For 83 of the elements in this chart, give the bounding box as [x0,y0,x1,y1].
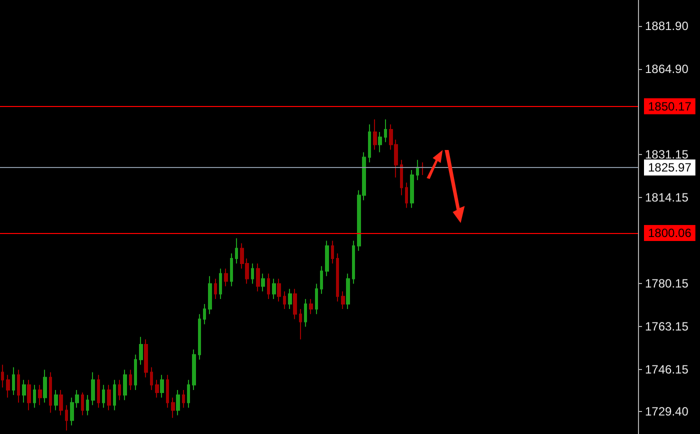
candlestick [203,304,206,325]
candlestick [283,290,286,310]
candlestick [304,298,307,328]
candlestick [230,252,233,287]
candlestick [150,366,153,390]
y-tick-label: 1881.90 [645,19,689,34]
candlestick [272,278,276,300]
candlestick [12,366,15,396]
candlestick [155,379,159,398]
candlestick [171,397,175,418]
candlestick [410,169,414,208]
candlestick [17,369,20,404]
candlestick [1,364,4,388]
candlestick [299,308,302,340]
candlestick [384,118,387,143]
candlestick [219,268,222,300]
candlestick [309,298,313,315]
y-tick-label: 1780.15 [645,276,689,290]
candlestick [33,384,36,408]
candlestick [368,124,371,163]
candlestick [373,118,377,150]
candlestick [336,252,339,302]
ref-line-label: 1825.97 [648,160,692,175]
candlestick [320,266,323,294]
candlestick [325,240,329,277]
candlestick [352,240,355,284]
candlestick [129,369,132,390]
y-tick-label: 1831.15 [645,147,689,162]
candlestick [378,132,382,153]
candlestick [91,372,95,406]
candlestick [54,389,58,411]
candlestick [123,369,127,401]
candlestick [166,374,169,408]
candlestick [405,182,408,208]
candlestick [192,349,196,390]
candlestick [176,389,180,416]
candlestick [331,240,334,264]
candlestick [198,314,201,360]
candlestick [38,384,42,406]
candlestick [102,384,105,408]
candlestick [81,392,84,416]
candlestick [277,278,281,302]
candlestick [421,162,424,176]
candlestick [43,369,47,404]
candlestick [267,273,270,300]
candlestick [400,159,403,196]
ref-line-label: 1800.06 [648,226,692,240]
candlestick [65,404,68,431]
candlestick [86,394,89,416]
y-tick-label: 1746.15 [645,362,689,376]
y-tick-label: 1814.15 [645,190,689,204]
candlestick [251,263,254,284]
candlestick [134,354,137,390]
candlestick [315,283,318,315]
ref-line-label: 1850.17 [648,99,692,114]
candlestick [182,389,185,408]
candlestick [224,268,228,287]
candlestick [27,379,31,411]
candlestick [261,273,265,292]
candlestick [160,374,164,398]
candlestick [59,389,63,416]
candlestick [22,379,26,404]
y-tick-label: 1864.90 [645,62,689,76]
candlestick [187,379,190,408]
candlestick [107,384,111,411]
candlestick [346,273,350,310]
candlestick [97,374,100,408]
candlestick [288,288,292,310]
y-tick-label: 1763.15 [645,319,689,334]
candlestick [208,276,212,315]
candlestick [256,263,260,292]
candlestick [6,374,10,398]
candlestick [235,238,238,264]
candlestick [144,338,148,378]
candlestick [113,379,116,411]
candlestick [139,336,143,366]
y-tick-label: 1729.40 [645,404,689,419]
candlestick [341,290,345,310]
candlestick [293,288,297,320]
candlestick [49,372,52,414]
candlestick [118,379,121,401]
candlestick [214,278,217,300]
candlestick [416,159,419,181]
